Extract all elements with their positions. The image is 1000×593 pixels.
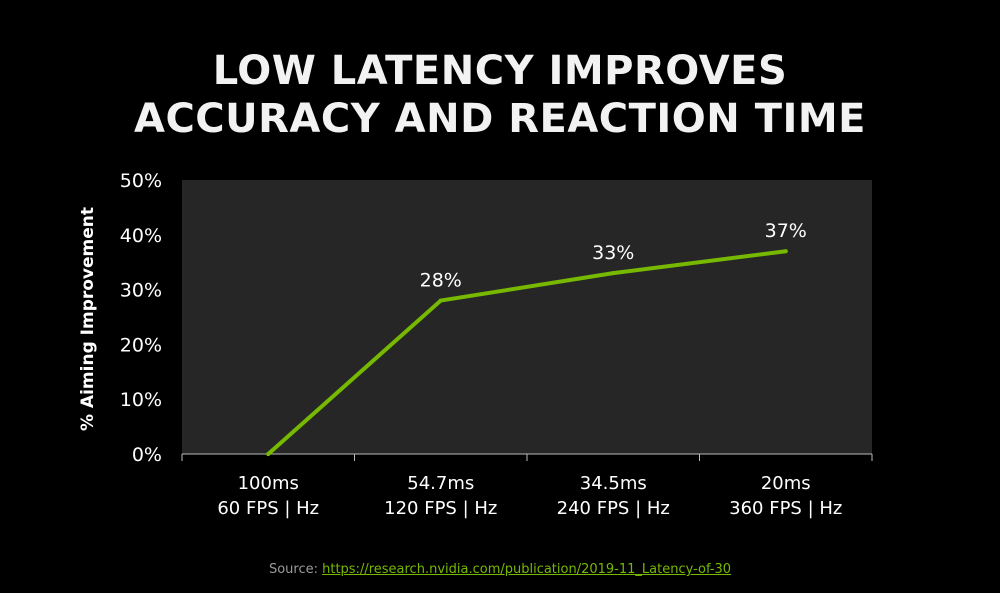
y-tick-label: 20% <box>120 334 162 356</box>
plot-area <box>182 180 872 454</box>
x-tick-label: 54.7ms <box>407 473 474 494</box>
y-tick-label: 0% <box>132 444 162 466</box>
source-label: Source: <box>268 562 318 577</box>
x-tick-label: 240 FPS | Hz <box>557 498 670 519</box>
y-tick-label: 10% <box>120 389 162 411</box>
chart-title-line-1: LOW LATENCY IMPROVES <box>212 48 788 94</box>
data-label: 28% <box>420 270 462 292</box>
chart-title-line-2: ACCURACY AND REACTION TIME <box>133 96 867 142</box>
x-tick-label: 120 FPS | Hz <box>384 498 497 519</box>
data-point <box>611 271 616 276</box>
data-point <box>783 249 788 254</box>
x-tick-label: 60 FPS | Hz <box>217 498 319 519</box>
data-label: 37% <box>765 220 807 242</box>
y-tick-label: 30% <box>120 280 162 302</box>
series-line <box>266 249 788 456</box>
y-tick-label: 50% <box>120 170 162 192</box>
y-tick-label: 40% <box>120 225 162 247</box>
x-tick-label: 20ms <box>761 473 811 494</box>
x-tick-label: 100ms <box>238 473 299 494</box>
data-label: 33% <box>592 242 634 264</box>
x-tick-label: 34.5ms <box>580 473 647 494</box>
source-note: Source: https://research.nvidia.com/publ… <box>0 562 1000 577</box>
source-link[interactable]: https://research.nvidia.com/publication/… <box>322 562 732 577</box>
data-point <box>438 298 443 303</box>
y-axis-label: % Aiming Improvement <box>78 207 98 431</box>
data-point <box>266 452 271 456</box>
x-tick-label: 360 FPS | Hz <box>729 498 842 519</box>
